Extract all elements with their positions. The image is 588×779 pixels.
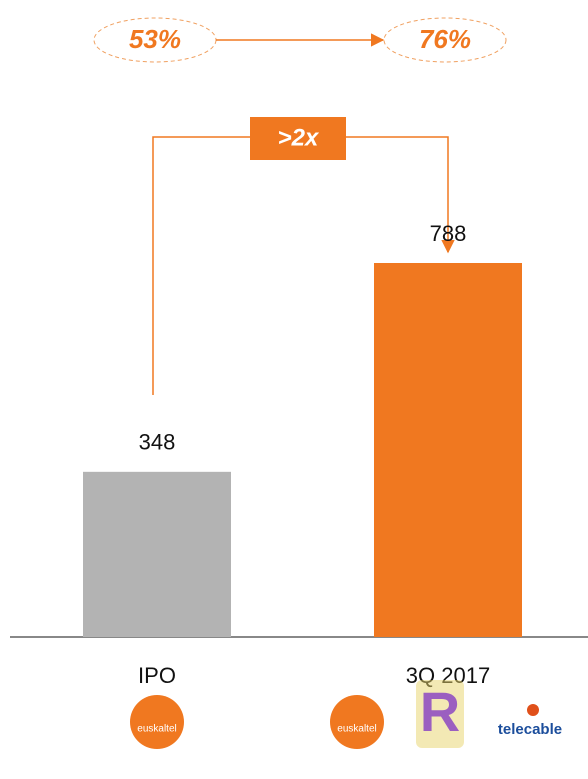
logo-text: telecable: [498, 721, 562, 738]
growth-box: [250, 117, 346, 160]
value-label: 788: [430, 221, 467, 246]
growth-label: >2x: [278, 124, 320, 151]
value-label: 348: [139, 430, 176, 455]
end-share: 76%: [419, 24, 471, 54]
logo-bg: [416, 680, 464, 748]
logo-circle: [330, 695, 384, 749]
x-tick-label: IPO: [138, 663, 176, 688]
bar: [374, 263, 522, 637]
logo-dot: [527, 704, 539, 716]
logo-text: R: [420, 680, 460, 743]
logo-text: euskaltel: [137, 724, 176, 735]
logo-circle: [130, 695, 184, 749]
bar: [83, 471, 231, 637]
logo-text: euskaltel: [337, 724, 376, 735]
start-share: 53%: [129, 24, 181, 54]
end-ellipse: [383, 17, 507, 63]
